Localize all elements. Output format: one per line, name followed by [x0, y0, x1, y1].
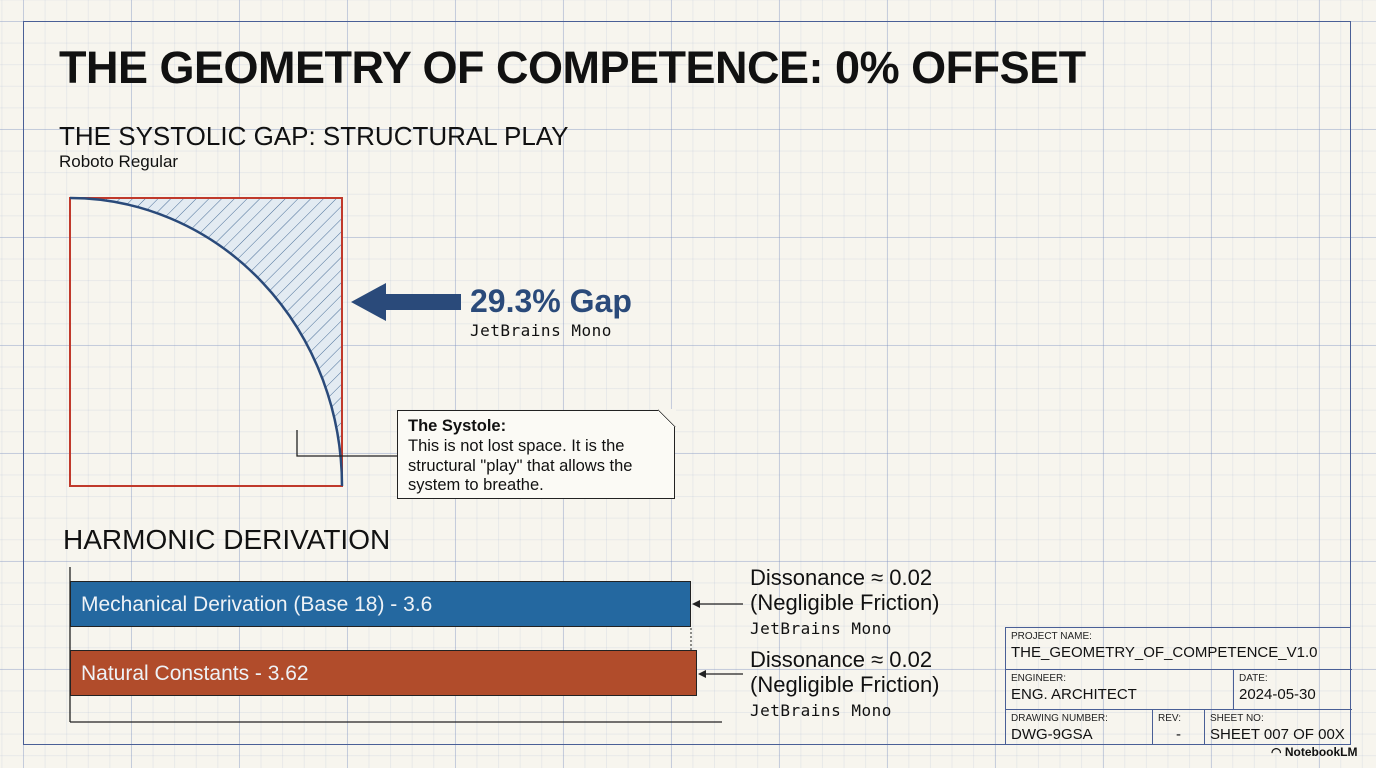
drawing-frame	[23, 21, 1351, 745]
drawing-number: DWG-9GSA	[1011, 726, 1093, 743]
gap-value: 29.3% Gap	[470, 283, 632, 319]
sheet-cell: SHEET NO: SHEET 007 OF 00X	[1205, 710, 1352, 744]
dissonance-font-label: JetBrains Mono	[750, 619, 892, 639]
note-body: This is not lost space. It is the struct…	[408, 436, 633, 495]
systole-note: The Systole: This is not lost space. It …	[397, 409, 676, 499]
notebooklm-icon: ◠	[1271, 745, 1282, 759]
dissonance-value: Dissonance ≈ 0.02	[750, 565, 933, 590]
bar-mechanical: Mechanical Derivation (Base 18) - 3.6	[70, 581, 691, 627]
drawing-cell: DRAWING NUMBER: DWG-9GSA	[1006, 710, 1153, 744]
square-outline	[69, 197, 343, 487]
page-title: THE GEOMETRY OF COMPETENCE: 0% OFFSET	[59, 42, 1086, 93]
gap-font-label: JetBrains Mono	[470, 321, 612, 340]
engineer-cell: ENGINEER: ENG. ARCHITECT	[1006, 670, 1234, 710]
pointer-arrow-1	[692, 600, 743, 608]
gap-arrow-icon	[351, 283, 461, 321]
date-cell: DATE: 2024-05-30	[1234, 670, 1352, 710]
systolic-font-label: Roboto Regular	[59, 152, 179, 171]
brand-name: NotebookLM	[1284, 745, 1358, 759]
sheet-number: SHEET 007 OF 00X	[1210, 726, 1345, 743]
friction-label: (Negligible Friction)	[750, 589, 940, 615]
engineer-name: ENG. ARCHITECT	[1011, 686, 1137, 703]
note-title: The Systole:	[408, 417, 507, 435]
note-leader-line	[296, 430, 397, 457]
rev-cell: REV: -	[1153, 710, 1205, 744]
project-cell: PROJECT NAME: THE_GEOMETRY_OF_COMPETENCE…	[1006, 628, 1352, 670]
dissonance-font-label: JetBrains Mono	[750, 701, 892, 721]
dissonance-annotation-2: Dissonance ≈ 0.02 (Negligible Friction) …	[750, 647, 940, 721]
harmonic-heading: HARMONIC DERIVATION	[63, 524, 391, 555]
title-block: PROJECT NAME: THE_GEOMETRY_OF_COMPETENCE…	[1005, 627, 1352, 745]
date-value: 2024-05-30	[1239, 686, 1316, 703]
gap-hatch-area	[70, 198, 342, 486]
bar-mechanical-label: Mechanical Derivation (Base 18) - 3.6	[81, 593, 433, 616]
dissonance-annotation-1: Dissonance ≈ 0.02 (Negligible Friction) …	[750, 565, 940, 639]
dissonance-value: Dissonance ≈ 0.02	[750, 647, 933, 672]
systolic-heading: THE SYSTOLIC GAP: STRUCTURAL PLAY	[59, 121, 569, 151]
bar-natural: Natural Constants - 3.62	[70, 650, 697, 696]
brand-logo: ◠ NotebookLM	[1271, 745, 1357, 759]
friction-label: (Negligible Friction)	[750, 671, 940, 697]
note-fold-icon	[658, 409, 676, 427]
bar-natural-label: Natural Constants - 3.62	[81, 662, 309, 685]
rev-value: -	[1176, 726, 1181, 743]
quarter-arc	[69, 196, 344, 487]
project-name: THE_GEOMETRY_OF_COMPETENCE_V1.0	[1011, 644, 1318, 661]
pointer-arrow-2	[698, 670, 743, 678]
